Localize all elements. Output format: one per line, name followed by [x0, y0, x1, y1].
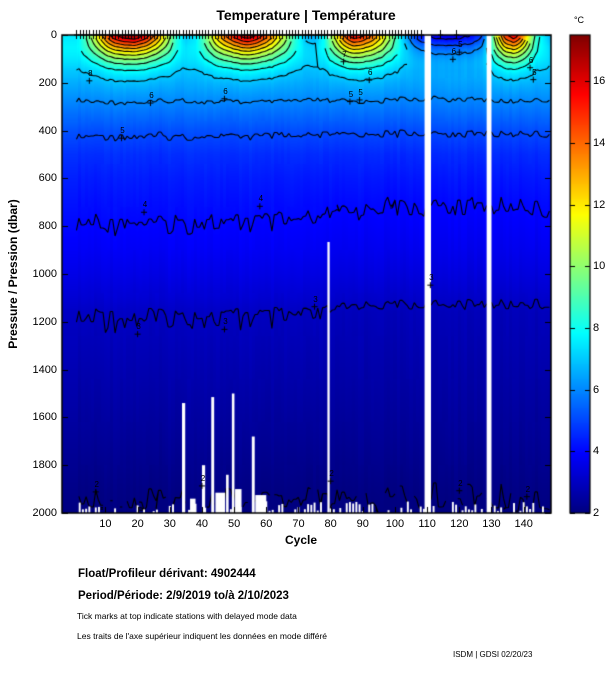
contour-label: 2: [329, 469, 334, 479]
y-tick-label: 1200: [32, 315, 57, 328]
footer-note-fr: Les traits de l'axe supérieur indiquent …: [77, 631, 328, 641]
footer-credit: ISDM | GDSI 02/20/23: [453, 650, 533, 659]
colorbar-unit-label: °C: [573, 15, 585, 25]
contour-label: 5: [348, 89, 354, 99]
footer-period: Period/Période: 2/9/2019 to/à 2/10/2023: [78, 590, 289, 602]
colorbar-tick-label: 4: [593, 445, 600, 458]
contour-label: 5: [358, 87, 363, 97]
x-tick-label: 70: [292, 518, 305, 530]
x-tick-label: 140: [514, 518, 533, 530]
contour-label: 6: [528, 55, 534, 65]
colorbar-tick-label: 14: [593, 136, 606, 149]
y-tick-label: 2000: [32, 507, 57, 519]
footer-note-en: Tick marks at top indicate stations with…: [77, 611, 297, 621]
x-axis-label: Cycle: [284, 533, 318, 547]
contour-label: 3: [313, 294, 318, 304]
y-tick-label: 400: [38, 124, 57, 137]
y-tick-label: 0: [50, 29, 57, 41]
x-tick-label: 130: [482, 518, 501, 530]
y-tick-label: 1800: [32, 459, 57, 472]
colorbar-tick-label: 6: [593, 383, 600, 396]
plot-title: Temperature | Température: [216, 7, 396, 23]
contour-label: 3: [429, 273, 434, 283]
x-tick-label: 10: [99, 518, 112, 530]
contour-label: 5: [458, 40, 463, 50]
x-tick-label: 110: [418, 518, 436, 530]
contour-label: 6: [149, 91, 154, 101]
contour-label: 2: [94, 479, 99, 489]
y-tick-label: 1400: [32, 363, 57, 376]
footer-float-id: Float/Profileur dérivant: 4902444: [78, 568, 256, 580]
colorbar-tick-label: 8: [593, 321, 600, 334]
x-tick-label: 90: [356, 518, 369, 530]
contour-label: 6: [367, 68, 373, 78]
contour-label: 5: [120, 126, 125, 136]
colorbar-tick-label: 12: [593, 198, 606, 211]
contour-label: 6: [451, 47, 457, 57]
contour-label: 2: [525, 484, 531, 494]
y-tick-label: 800: [38, 220, 57, 233]
x-tick-label: 80: [324, 518, 337, 530]
contour-label: 7: [342, 49, 347, 59]
x-tick-label: 50: [227, 518, 241, 530]
colorbar-tick-label: 10: [593, 260, 606, 273]
colorbar-tick-label: 2: [593, 507, 600, 519]
contour-label: 2: [200, 473, 206, 483]
x-tick-label: 60: [260, 518, 273, 530]
contour-label: 2: [458, 478, 463, 488]
x-tick-label: 120: [450, 518, 469, 530]
y-tick-label: 1000: [32, 268, 57, 280]
contour-label: 3: [223, 317, 228, 327]
contour-label: 6: [223, 86, 228, 96]
colorbar-tick-label: 16: [593, 75, 606, 88]
x-tick-label: 30: [163, 518, 176, 530]
contour-label: 5: [532, 67, 537, 77]
x-tick-label: 20: [131, 518, 144, 530]
x-tick-label: 100: [385, 518, 405, 530]
y-tick-label: 200: [38, 76, 57, 89]
contour-label: 3: [136, 322, 141, 332]
contour-label: 4: [258, 194, 264, 204]
y-tick-label: 1600: [32, 411, 57, 424]
contour-label: 8: [88, 68, 93, 78]
contour-label: 4: [142, 200, 148, 210]
x-tick-label: 40: [195, 518, 209, 530]
y-tick-label: 600: [38, 172, 57, 185]
